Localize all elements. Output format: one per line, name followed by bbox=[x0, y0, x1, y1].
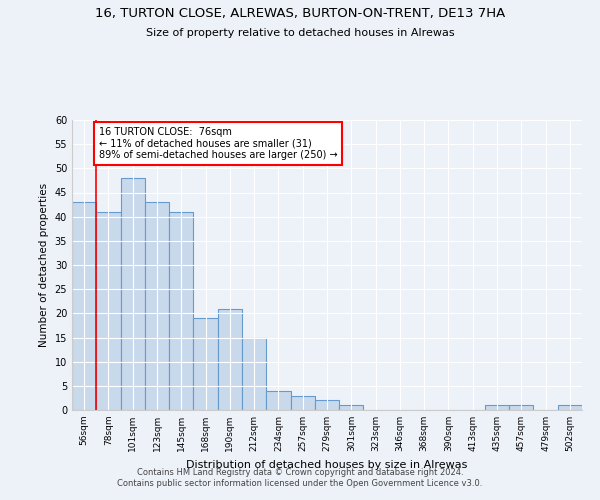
Bar bbox=[315, 400, 339, 410]
Bar bbox=[96, 212, 121, 410]
Text: 16, TURTON CLOSE, ALREWAS, BURTON-ON-TRENT, DE13 7HA: 16, TURTON CLOSE, ALREWAS, BURTON-ON-TRE… bbox=[95, 8, 505, 20]
Bar bbox=[193, 318, 218, 410]
X-axis label: Distribution of detached houses by size in Alrewas: Distribution of detached houses by size … bbox=[187, 460, 467, 469]
Bar bbox=[145, 202, 169, 410]
Bar bbox=[558, 405, 582, 410]
Text: Size of property relative to detached houses in Alrewas: Size of property relative to detached ho… bbox=[146, 28, 454, 38]
Bar bbox=[121, 178, 145, 410]
Bar bbox=[509, 405, 533, 410]
Text: 16 TURTON CLOSE:  76sqm
← 11% of detached houses are smaller (31)
89% of semi-de: 16 TURTON CLOSE: 76sqm ← 11% of detached… bbox=[99, 127, 337, 160]
Text: Contains HM Land Registry data © Crown copyright and database right 2024.
Contai: Contains HM Land Registry data © Crown c… bbox=[118, 468, 482, 487]
Bar bbox=[339, 405, 364, 410]
Bar bbox=[218, 308, 242, 410]
Bar bbox=[290, 396, 315, 410]
Bar bbox=[72, 202, 96, 410]
Bar bbox=[485, 405, 509, 410]
Bar bbox=[169, 212, 193, 410]
Y-axis label: Number of detached properties: Number of detached properties bbox=[39, 183, 49, 347]
Bar bbox=[266, 390, 290, 410]
Bar bbox=[242, 338, 266, 410]
